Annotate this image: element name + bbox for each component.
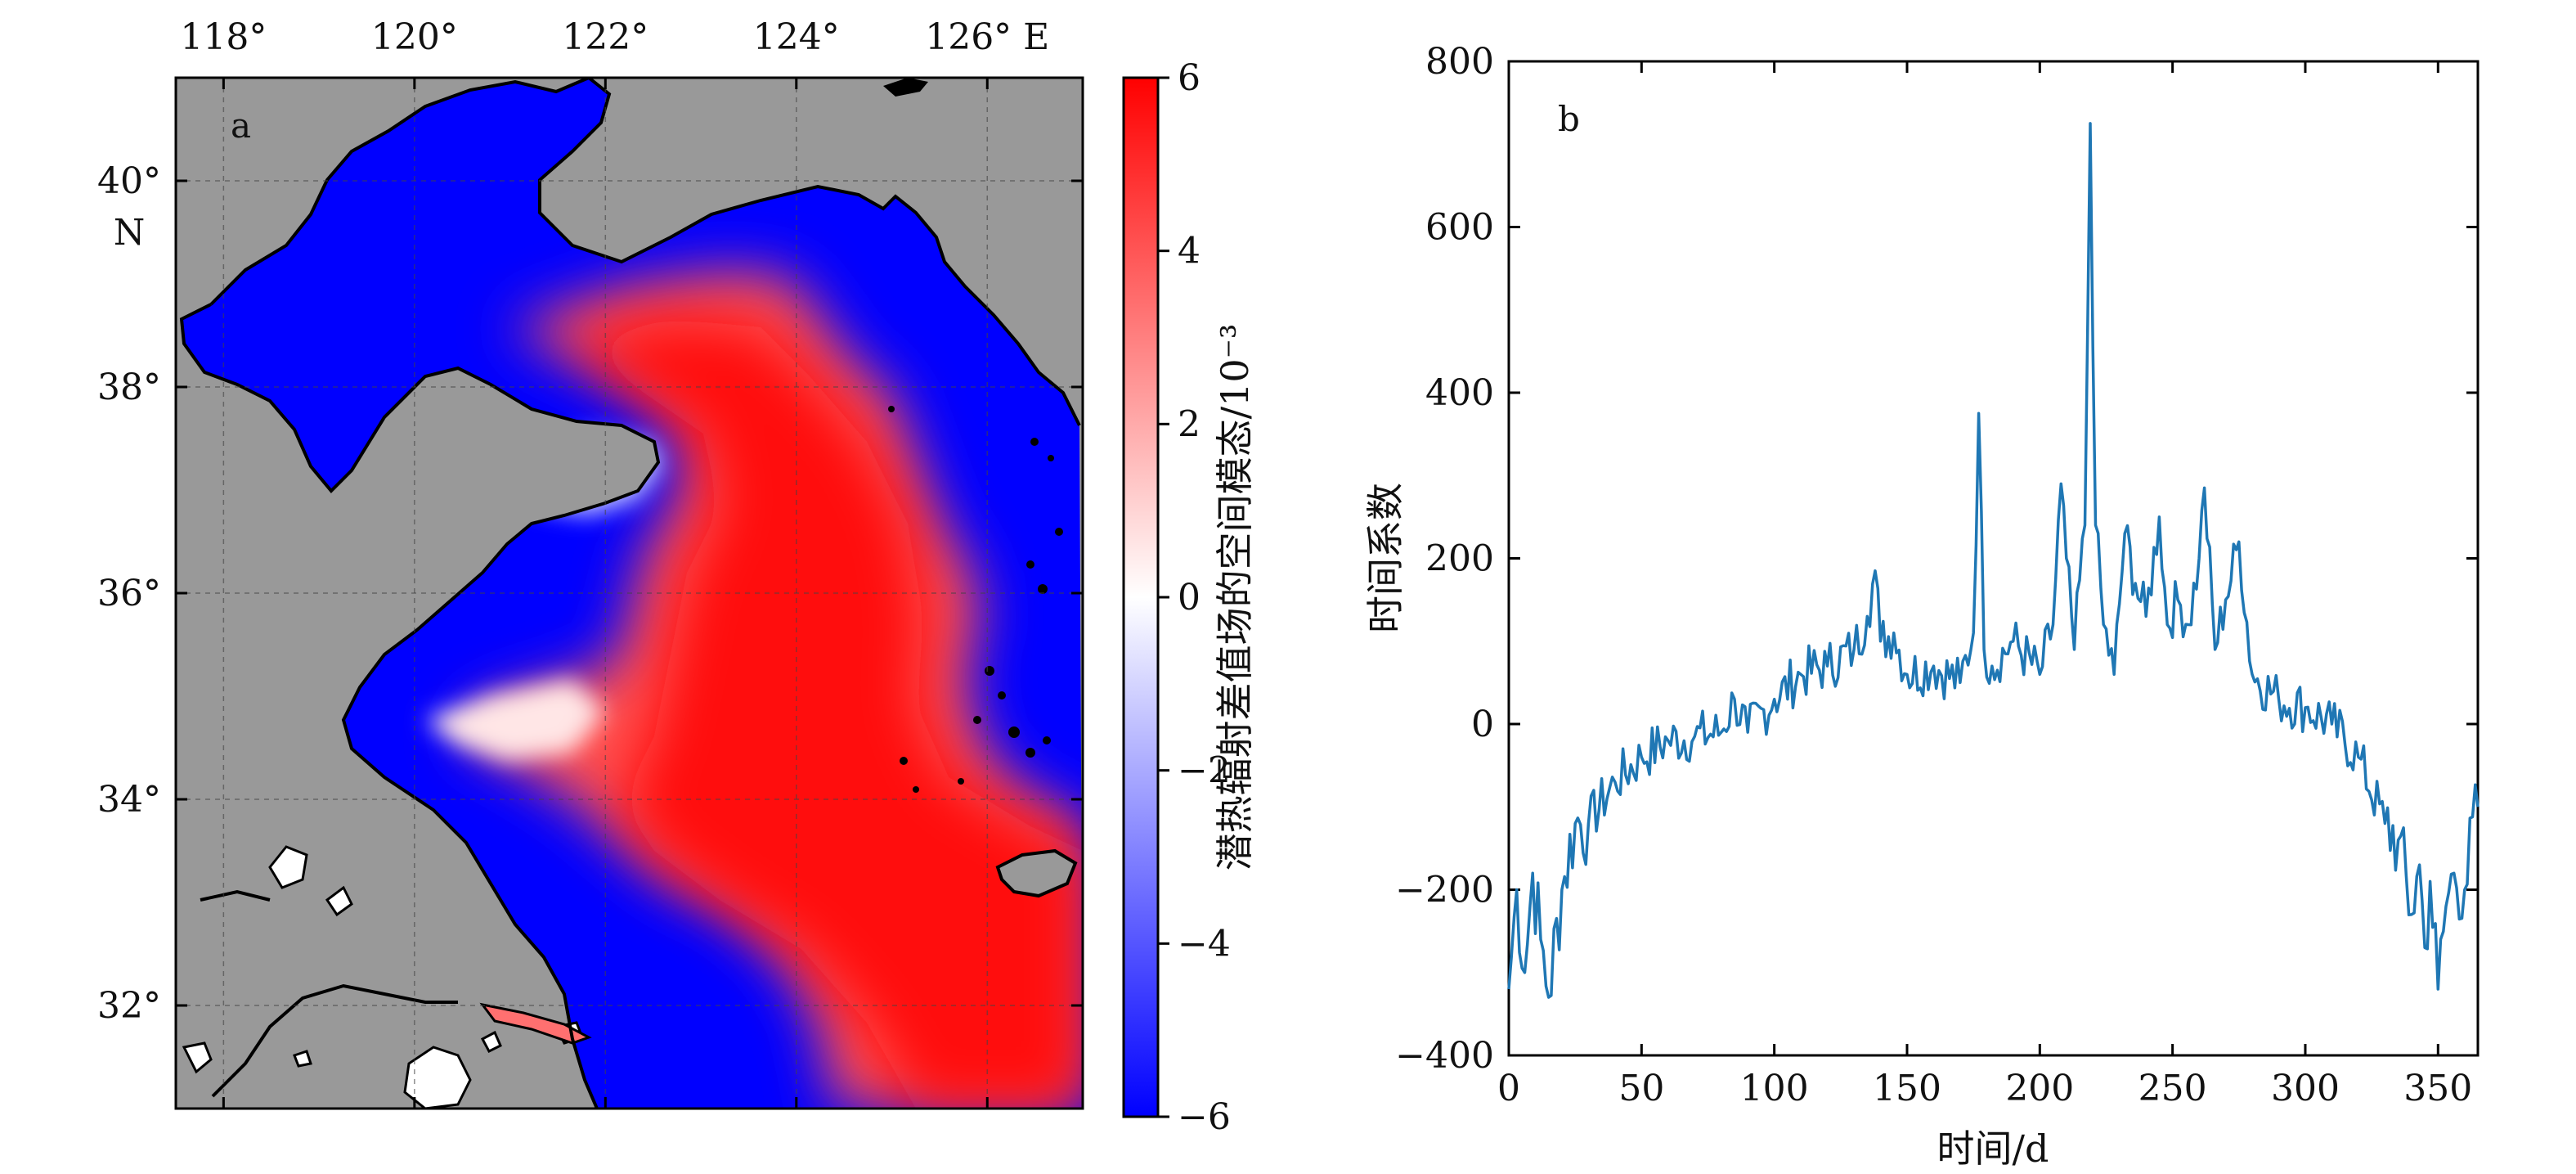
panel-label-a: a	[231, 106, 251, 146]
y-tick-label: 0	[1471, 704, 1494, 745]
y-tick-label: −200	[1395, 870, 1494, 911]
map-gridlines	[176, 78, 1083, 1109]
jeju-island	[995, 848, 1078, 898]
lat-unit-label: N	[114, 212, 146, 254]
x-tick-label: 350	[2403, 1068, 2472, 1109]
line-chart-panel: 0 50 100 150 200 250 300 350 800 600 400 200 0 −200 −4…	[1363, 41, 2480, 1171]
lon-tick-label: 120°	[371, 16, 458, 58]
lon-tick-label: 122°	[562, 16, 648, 58]
time-coefficient-series-line	[1507, 122, 2480, 999]
y-tick-label: 400	[1425, 372, 1494, 414]
x-tick-label: 200	[2005, 1068, 2074, 1109]
lon-tick-label: 124°	[753, 16, 840, 58]
lon-tick-label: 118°	[180, 16, 267, 58]
panel-label-b: b	[1558, 99, 1580, 139]
line-chart-ticks: 0 50 100 150 200 250 300 350 800 600 400 200 0 −200 −4…	[1395, 41, 2478, 1109]
island-cluster	[888, 406, 1063, 793]
x-axis-label: 时间/d	[1937, 1127, 2049, 1171]
plot-frame	[1507, 60, 2480, 1057]
colorbar-tick-label: 2	[1178, 403, 1200, 445]
y-tick-label: 800	[1425, 41, 1494, 83]
colorbar-tick-label: −4	[1178, 923, 1231, 965]
x-tick-label: 250	[2138, 1068, 2207, 1109]
colorbar-tick-label: 0	[1178, 577, 1200, 618]
colorbar-gradient	[1124, 78, 1158, 1117]
rivers	[200, 889, 458, 1098]
x-tick-label: 50	[1618, 1068, 1664, 1109]
x-tick-label: 100	[1740, 1068, 1809, 1109]
lat-tick-label: 36°	[97, 573, 161, 614]
lat-tick-label: 40°	[97, 160, 161, 202]
colorbar-tick-label: −2	[1178, 750, 1231, 792]
colorbar-tick-label: −6	[1178, 1096, 1231, 1138]
colorbar-tick-label: 4	[1178, 231, 1200, 272]
lon-tick-label: 126° E	[925, 16, 1049, 58]
lat-tick-label: 38°	[97, 367, 161, 408]
lat-tick-label: 32°	[97, 985, 161, 1027]
y-tick-label: −400	[1395, 1035, 1494, 1077]
estuary-patch	[479, 1002, 592, 1045]
y-axis-label: 时间系数	[1363, 483, 1407, 633]
map-panel: 118° 120° 122° 124° 126° E 40° 38° 36° 34° 32° N a	[97, 16, 1084, 1110]
y-tick-label: 200	[1425, 538, 1494, 580]
x-tick-label: 300	[2271, 1068, 2340, 1109]
colorbar-label: 潜热辐射差值场的空间模态/10⁻³	[1213, 324, 1257, 871]
x-tick-label: 0	[1497, 1068, 1520, 1109]
inland-water	[182, 845, 584, 1109]
map-ticks: 118° 120° 122° 124° 126° E 40° 38° 36° 34° 32° N	[97, 16, 1083, 1109]
x-tick-label: 150	[1873, 1068, 1941, 1109]
colorbar: 6 4 2 0 −2 −4 −6 潜热辐射差值场的空间模态/10⁻³	[1122, 57, 1257, 1138]
lat-tick-label: 34°	[97, 779, 161, 821]
y-tick-label: 600	[1425, 207, 1494, 249]
colorbar-tick-label: 6	[1178, 57, 1200, 99]
island-north	[883, 78, 928, 97]
